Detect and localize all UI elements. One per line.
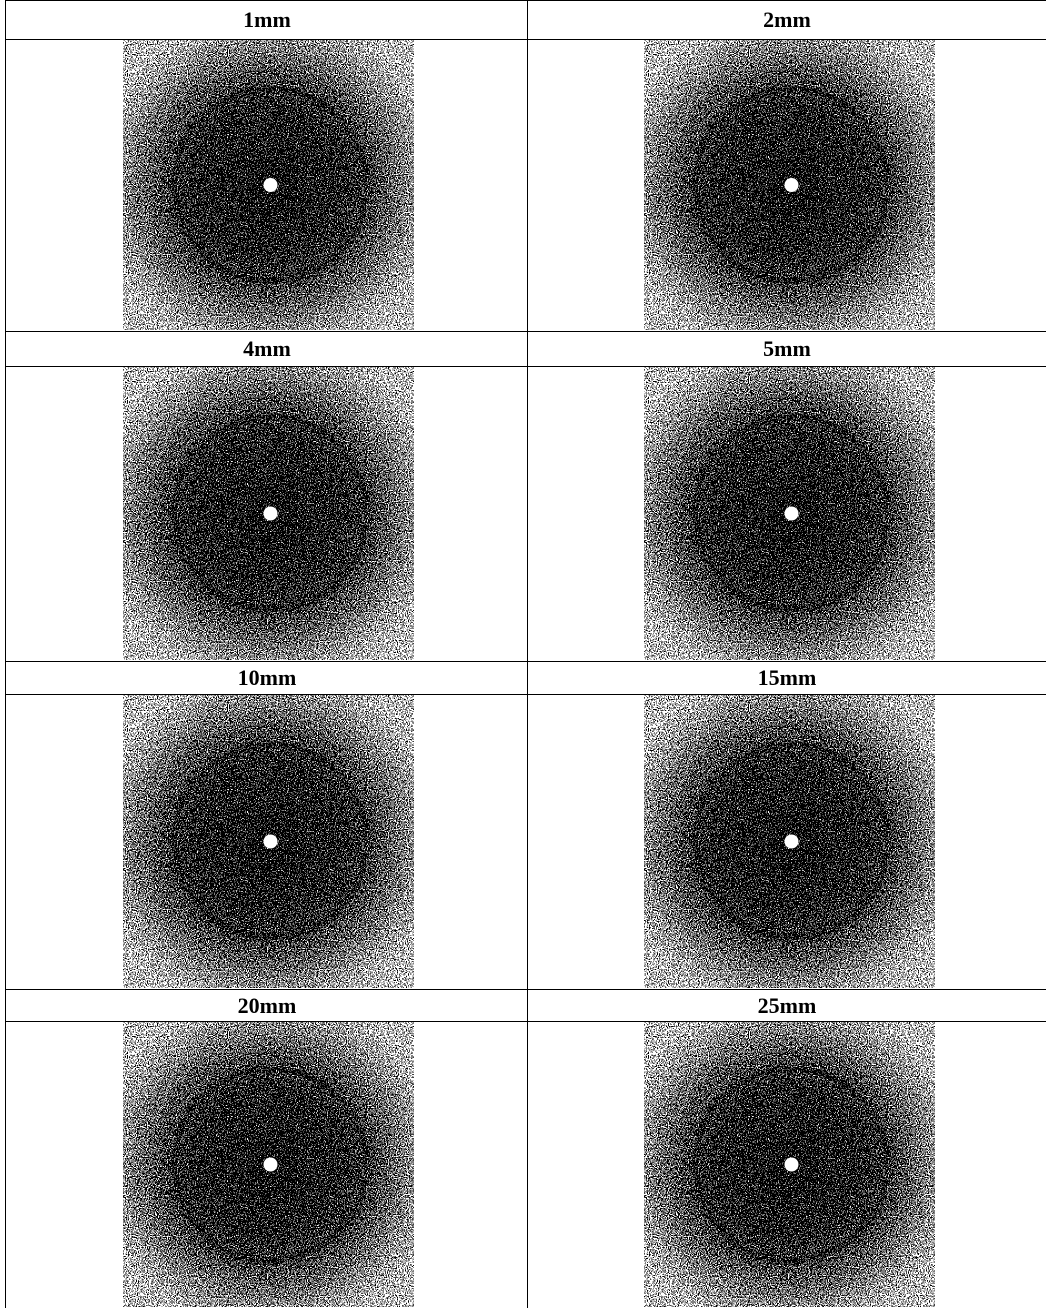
table-border <box>527 0 528 1308</box>
page: {"cells": [ {"label": "1mm"}, {"label": … <box>0 0 1046 1308</box>
beam-spot <box>785 178 799 192</box>
diffraction-image <box>644 695 935 988</box>
beam-spot <box>785 835 799 849</box>
beam-spot <box>264 507 278 521</box>
cell-label: 20mm <box>6 989 528 1022</box>
cell-label: 10mm <box>6 661 528 695</box>
beam-spot <box>264 178 278 192</box>
cell-label: 4mm <box>6 331 528 367</box>
beam-spot <box>785 507 799 521</box>
table-border <box>5 0 6 1308</box>
beam-spot <box>264 835 278 849</box>
diffraction-image <box>123 1022 414 1307</box>
diffraction-image <box>644 1022 935 1307</box>
cell-label: 15mm <box>528 661 1046 695</box>
beam-spot <box>785 1158 799 1172</box>
beam-spot <box>264 1158 278 1172</box>
cell-label: 2mm <box>528 0 1046 40</box>
diffraction-image <box>644 367 935 660</box>
diffraction-image <box>644 40 935 330</box>
diffraction-image <box>123 695 414 988</box>
cell-label: 1mm <box>6 0 528 40</box>
cell-label: 25mm <box>528 989 1046 1022</box>
diffraction-image <box>123 40 414 330</box>
diffraction-image <box>123 367 414 660</box>
cell-label: 5mm <box>528 331 1046 367</box>
